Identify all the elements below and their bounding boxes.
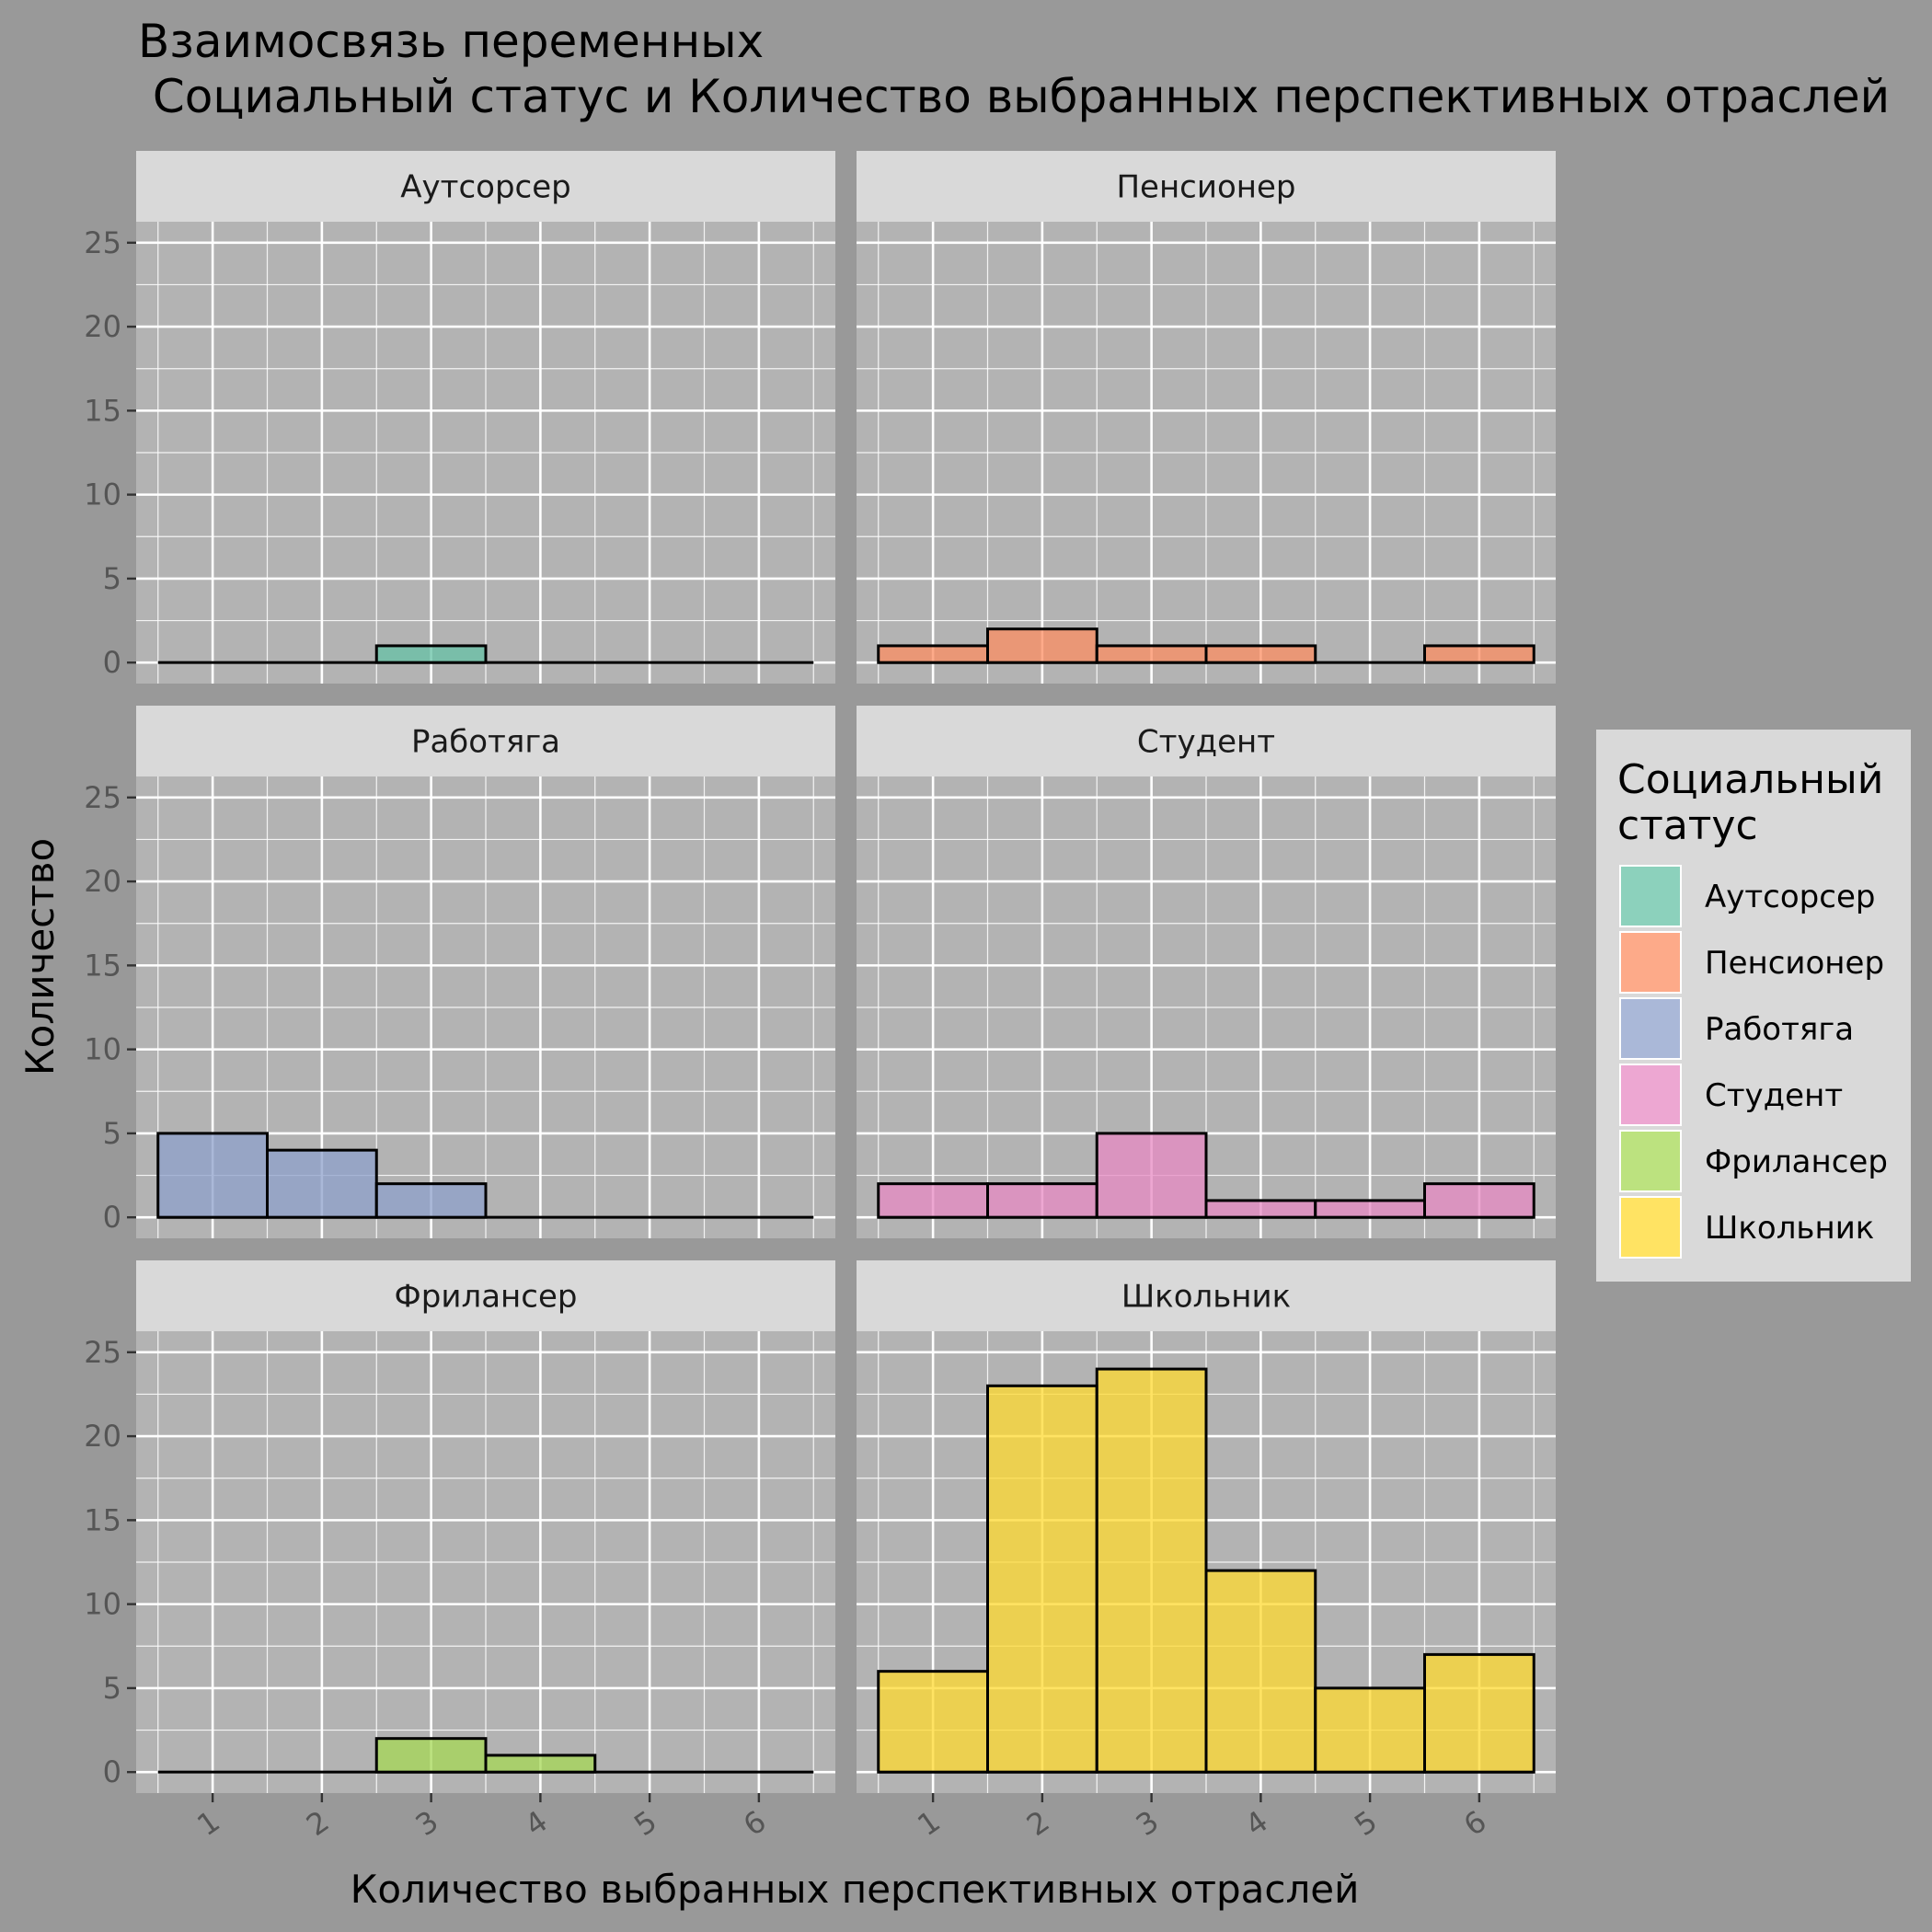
histogram-bar — [877, 1182, 989, 1219]
chart-title-line-1: Взаимосвязь переменных — [138, 15, 764, 68]
y-tick-label: 20 — [84, 864, 121, 899]
facet-strip-label: Пенсионер — [1116, 169, 1295, 206]
facet-panel: Студент — [857, 706, 1556, 1238]
histogram-bar — [1423, 1652, 1535, 1774]
y-axis-title: Количество — [17, 838, 63, 1075]
legend-swatch — [1621, 1198, 1680, 1257]
histogram-bar — [374, 1737, 488, 1774]
y-tick-label: 10 — [84, 1587, 121, 1622]
y-tick-label: 20 — [84, 309, 121, 344]
histogram-bar — [1423, 1182, 1535, 1219]
facet-panels: Аутсорсер 0 5 10 15 20 25 Пенсионер Работяга 0 5 10… — [84, 151, 1556, 1843]
histogram-bar — [1314, 1686, 1426, 1774]
histogram-bar — [1204, 644, 1317, 664]
facet-strip — [857, 706, 1556, 776]
histogram-bar — [1095, 644, 1208, 664]
histogram-bar — [986, 1384, 1098, 1774]
legend-label: Аутсорсер — [1705, 879, 1875, 915]
histogram-bar — [986, 1182, 1098, 1219]
y-tick-label: 25 — [84, 1335, 121, 1370]
x-axis-title: Количество выбранных перспективных отрас… — [351, 1867, 1360, 1912]
histogram-bar — [877, 644, 989, 664]
y-tick-label: 5 — [103, 1671, 121, 1706]
y-tick-label: 15 — [84, 1502, 121, 1537]
histogram-bar — [986, 627, 1098, 664]
legend-title: Социальный — [1617, 756, 1883, 803]
y-tick-label: 0 — [103, 645, 121, 680]
facet-panel: Пенсионер — [857, 151, 1556, 684]
legend-swatch — [1621, 999, 1680, 1058]
legend-title: статус — [1617, 802, 1758, 849]
y-tick-label: 5 — [103, 1116, 121, 1151]
y-tick-label: 20 — [84, 1419, 121, 1454]
histogram-bar — [1204, 1199, 1317, 1219]
histogram-bar — [1095, 1367, 1208, 1774]
facet-strip-label: Аутсорсер — [400, 169, 570, 206]
y-tick-label: 25 — [84, 780, 121, 815]
y-tick-label: 10 — [84, 477, 121, 512]
legend-label: Фрилансер — [1705, 1144, 1888, 1180]
facet-strip — [136, 151, 835, 222]
histogram-bar — [374, 1182, 488, 1219]
facet-panel: Аутсорсер 0 5 10 15 20 25 — [84, 151, 835, 684]
legend-label: Студент — [1705, 1077, 1843, 1114]
facet-strip — [857, 1260, 1556, 1331]
legend-swatch — [1621, 1132, 1680, 1190]
y-tick-label: 25 — [84, 225, 121, 260]
y-tick-label: 0 — [103, 1200, 121, 1235]
histogram-bar — [374, 644, 488, 664]
facet-strip — [857, 151, 1556, 222]
histogram-bar — [266, 1148, 378, 1219]
histogram-bar — [484, 1754, 597, 1774]
legend-swatch — [1621, 933, 1680, 992]
y-tick-label: 10 — [84, 1032, 121, 1067]
legend-swatch — [1621, 1065, 1680, 1124]
histogram-bar — [1204, 1569, 1317, 1774]
facet-strip — [136, 706, 835, 776]
legend-swatch — [1621, 867, 1680, 926]
histogram-bar — [156, 1132, 269, 1219]
y-tick-label: 0 — [103, 1754, 121, 1789]
histogram-bar — [1423, 644, 1535, 664]
histogram-bar — [1095, 1132, 1208, 1219]
y-tick-label: 15 — [84, 393, 121, 428]
y-tick-label: 15 — [84, 948, 121, 983]
facet-strip-label: Школьник — [1121, 1279, 1291, 1316]
facet-strip-label: Работяга — [411, 724, 560, 761]
facet-panel: Работяга 0 5 10 15 20 25 — [84, 706, 835, 1238]
histogram-bar — [877, 1670, 989, 1774]
facet-strip-label: Студент — [1137, 724, 1275, 761]
legend-label: Школьник — [1705, 1210, 1874, 1247]
legend-label: Работяга — [1705, 1011, 1854, 1048]
facet-strip — [136, 1260, 835, 1331]
facet-strip-label: Фрилансер — [395, 1279, 578, 1316]
histogram-bar — [1314, 1199, 1426, 1219]
legend-label: Пенсионер — [1705, 945, 1884, 982]
chart-title-line-2: Социальный статус и Количество выбранных… — [138, 70, 1890, 123]
y-tick-label: 5 — [103, 561, 121, 596]
